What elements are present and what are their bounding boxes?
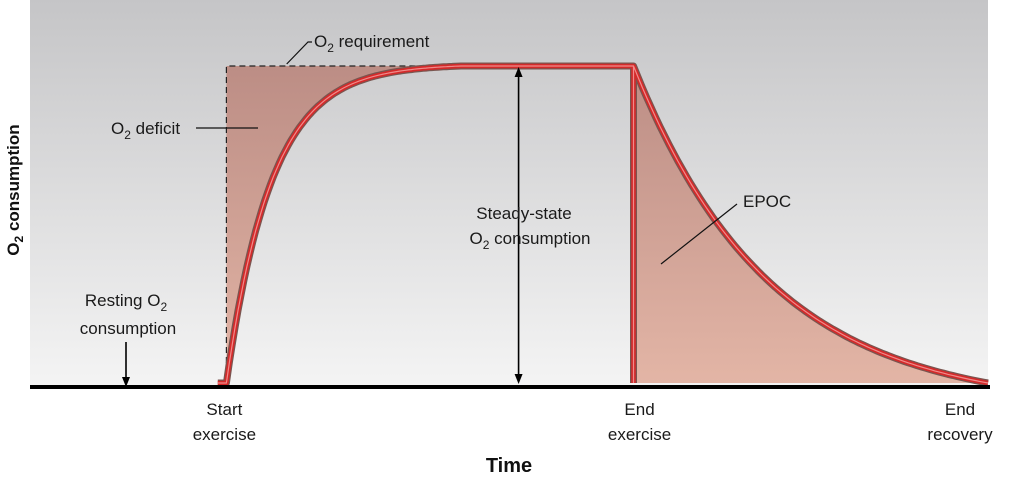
x-axis-title: Time [486, 455, 532, 477]
x-tick-label-1-line1: Start [206, 400, 242, 419]
x-tick-label-2-line1: End [624, 400, 654, 419]
x-tick-label-2-line2: exercise [608, 425, 671, 444]
epoc-label: EPOC [743, 192, 791, 211]
o2-requirement-leader [286, 41, 312, 65]
consumption-curve-highlight [217, 65, 989, 384]
x-tick-labels: Start exercise End exercise End recovery [193, 400, 993, 444]
resting-label-line2: consumption [80, 319, 176, 338]
epoc-leader [660, 203, 738, 265]
x-tick-label-3-line1: End [945, 400, 975, 419]
steady-state-label-line2: O2 consumption [469, 229, 590, 252]
y-axis-title: O2 consumption [4, 124, 26, 255]
o2-requirement-line [225, 65, 462, 383]
steady-state-label-line1: Steady-state [476, 204, 571, 223]
epoc-area [633, 66, 988, 383]
o2-deficit-label: O2 deficit [111, 119, 180, 142]
x-tick-label-3-line2: recovery [927, 425, 993, 444]
consumption-curve [217, 62, 989, 387]
x-tick-label-1-line2: exercise [193, 425, 256, 444]
o2-requirement-label: O2 requirement [314, 32, 430, 55]
resting-label-line1: Resting O2 [85, 291, 168, 314]
